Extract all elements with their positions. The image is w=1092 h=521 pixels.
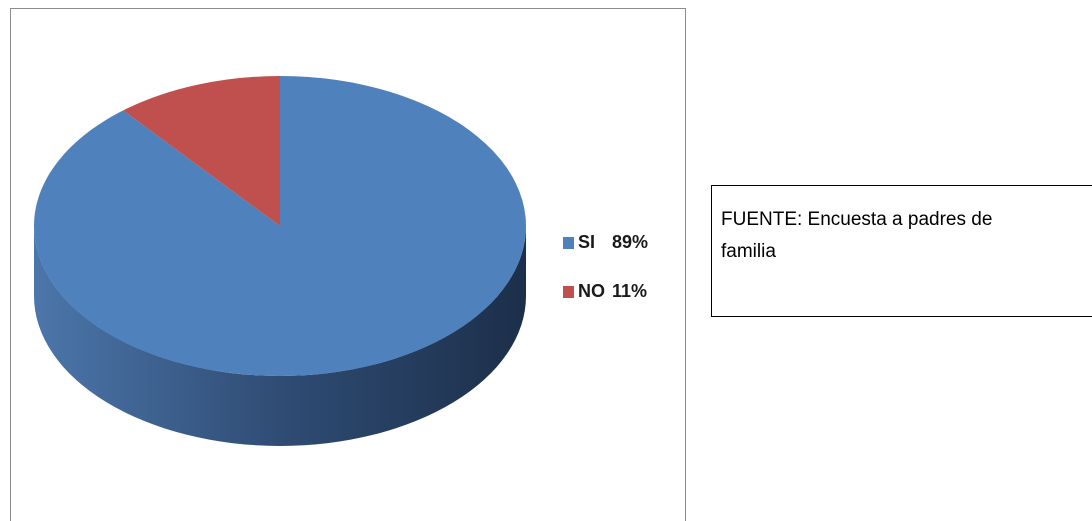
pie-slice <box>34 76 527 377</box>
chart: SI 89% NO 11% <box>10 8 686 521</box>
legend-value: 11% <box>612 281 647 301</box>
legend-value: 89% <box>612 232 648 252</box>
note-text: FUENTE: Encuesta a padres de familia <box>721 209 993 262</box>
note-box: FUENTE: Encuesta a padres de familia <box>711 185 1092 317</box>
legend-swatch <box>563 237 574 249</box>
pie-side <box>34 226 526 446</box>
legend-label: SI <box>578 232 595 252</box>
legend-label: NO <box>578 281 605 301</box>
pie-slice <box>123 76 280 226</box>
legend-swatch <box>563 286 574 298</box>
